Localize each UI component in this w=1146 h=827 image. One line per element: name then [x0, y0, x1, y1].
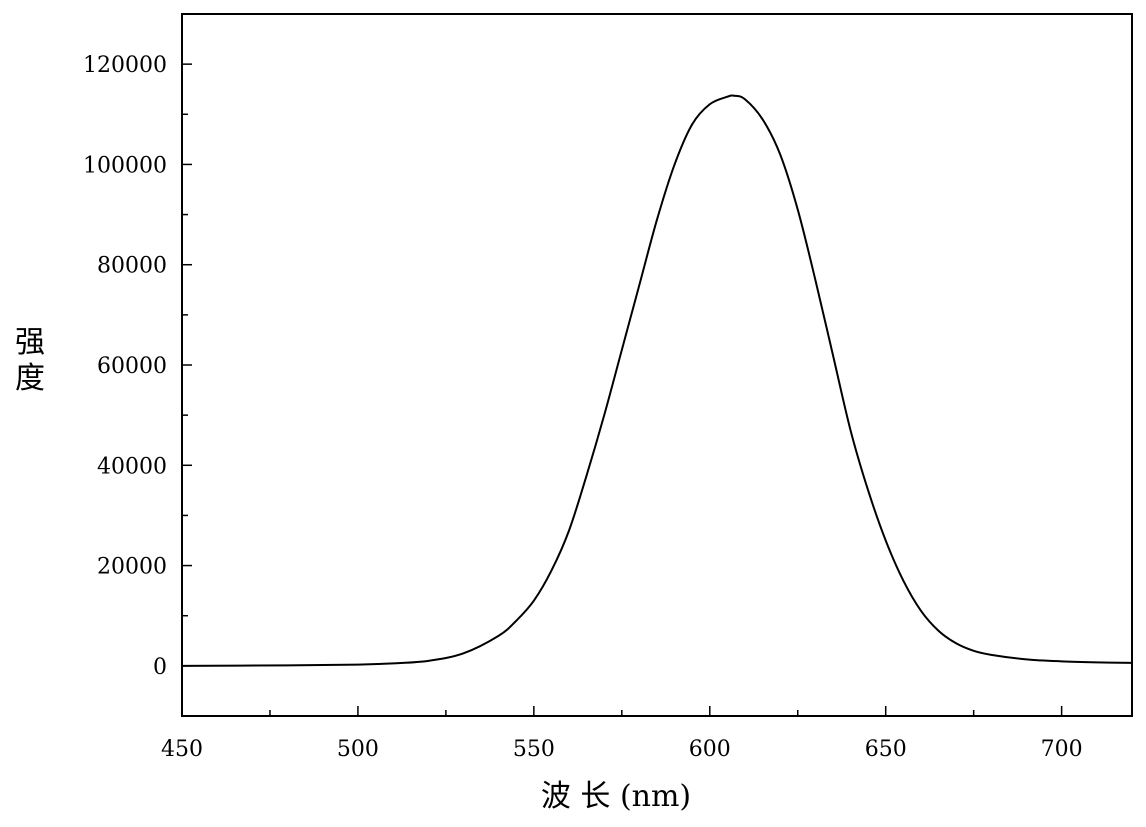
- y-tick-label: 80000: [97, 254, 167, 279]
- y-axis-ticks: [182, 14, 192, 716]
- series-line: [182, 95, 1132, 665]
- y-tick-label: 20000: [97, 555, 167, 580]
- x-tick-label: 450: [161, 737, 203, 762]
- series-group: [182, 95, 1132, 665]
- y-tick-label: 120000: [83, 53, 167, 78]
- y-axis-tick-labels: 0 20000 40000 60000 80000 100000 120000: [83, 53, 167, 680]
- y-tick-label: 60000: [97, 354, 167, 379]
- x-tick-label: 650: [865, 737, 907, 762]
- x-axis-label: 波 长 (nm): [541, 779, 691, 814]
- y-tick-label: 40000: [97, 454, 167, 479]
- x-tick-label: 700: [1041, 737, 1083, 762]
- y-tick-label: 100000: [83, 153, 167, 178]
- x-axis-ticks: [182, 706, 1062, 716]
- y-tick-label: 0: [153, 655, 167, 680]
- x-tick-label: 550: [513, 737, 555, 762]
- x-tick-label: 600: [689, 737, 731, 762]
- x-tick-label: 500: [337, 737, 379, 762]
- x-axis-tick-labels: 450 500 550 600 650 700: [161, 737, 1083, 762]
- y-axis-label: 强度: [15, 325, 45, 396]
- plot-frame: [182, 14, 1132, 716]
